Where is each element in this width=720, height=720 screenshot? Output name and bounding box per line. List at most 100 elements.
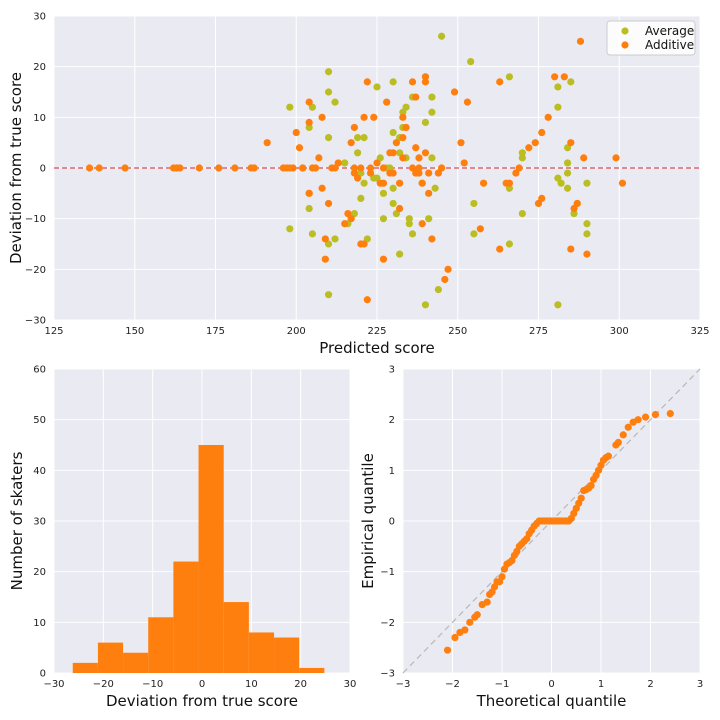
additive-point: [379, 164, 388, 172]
additive-point: [366, 164, 375, 172]
average-point: [357, 194, 365, 202]
y-axis-label: Deviation from true score: [7, 72, 25, 264]
average-point: [431, 184, 439, 192]
average-point: [286, 225, 294, 233]
average-point: [360, 179, 368, 187]
histogram-bar: [123, 652, 149, 673]
additive-point: [576, 37, 585, 45]
histogram-bar: [299, 667, 325, 673]
histogram-bar: [198, 445, 224, 673]
additive-point: [195, 164, 203, 172]
additive-point: [334, 159, 342, 167]
additive-point: [350, 164, 358, 172]
average-point: [360, 134, 368, 142]
x-axis-label: Deviation from true score: [106, 692, 298, 710]
average-point: [354, 149, 362, 157]
additive-point: [305, 118, 313, 126]
y-tick-labels: 0 10 20 30 40 50 60: [33, 365, 46, 680]
additive-point: [412, 93, 420, 101]
average-point: [557, 179, 565, 187]
x-tick-label: 20: [294, 679, 307, 690]
average-point: [570, 210, 578, 218]
additive-point: [389, 169, 397, 177]
additive-point: [551, 73, 559, 81]
additive-point: [315, 154, 323, 162]
x-tick-label: 175: [206, 326, 225, 337]
additive-point: [373, 159, 381, 167]
average-point: [396, 250, 404, 258]
histogram-bar: [97, 642, 124, 673]
average-point: [554, 103, 562, 111]
y-tick-label: 0: [40, 669, 46, 680]
x-tick-label: 10: [245, 679, 258, 690]
additive-point: [85, 164, 94, 172]
legend-label-average: Average: [645, 24, 694, 38]
average-point: [583, 179, 591, 187]
quantile-point: [604, 452, 613, 460]
y-tick-label: 10: [33, 113, 46, 124]
additive-point: [463, 98, 472, 106]
x-tick-label: 3: [697, 679, 703, 690]
additive-point: [421, 149, 430, 157]
quantile-point: [483, 598, 491, 606]
additive-point: [421, 78, 430, 86]
x-tick-label: −10: [142, 679, 163, 690]
quantile-point: [473, 611, 481, 619]
additive-point: [415, 169, 423, 177]
additive-point: [583, 250, 591, 258]
scatter-plot-deviation-vs-predicted: 125 150 175 200 225 250 275 300 325 −30 −20 −10 0 10…: [7, 12, 710, 358]
quantile-point: [498, 573, 506, 581]
additive-point: [525, 144, 533, 152]
quantile-point: [577, 494, 585, 502]
additive-point: [515, 164, 523, 172]
quantile-point: [461, 626, 469, 634]
average-point: [518, 149, 526, 157]
average-point: [554, 83, 562, 91]
additive-point: [450, 88, 459, 96]
histogram-bar: [223, 602, 249, 673]
additive-point: [354, 174, 362, 182]
x-tick-labels: −30 −20 −10 0 10 20 30: [43, 679, 356, 690]
additive-point: [444, 265, 452, 273]
y-tick-label: 2: [389, 415, 395, 426]
additive-point: [305, 189, 313, 197]
x-tick-label: −2: [445, 679, 460, 690]
additive-point: [396, 204, 404, 213]
average-point: [379, 189, 388, 197]
additive-point: [379, 255, 388, 263]
quantile-point: [641, 413, 650, 421]
additive-point: [341, 220, 349, 228]
average-point: [405, 220, 413, 228]
y-tick-label: −1: [380, 567, 395, 578]
additive-point: [425, 169, 433, 177]
additive-point: [415, 164, 423, 172]
x-tick-labels: 125 150 175 200 225 250 275 300 325: [44, 326, 709, 337]
x-tick-label: −30: [43, 679, 64, 690]
x-tick-label: 150: [125, 326, 144, 337]
average-point: [331, 235, 339, 243]
average-point: [305, 123, 313, 132]
y-tick-label: −2: [380, 618, 395, 629]
average-point: [470, 230, 478, 238]
x-axis-label: Theoretical quantile: [476, 692, 627, 710]
additive-point: [531, 139, 539, 147]
average-point: [354, 134, 362, 142]
additive-point: [231, 164, 239, 172]
average-point: [389, 128, 397, 137]
additive-point: [289, 164, 297, 172]
average-point: [563, 169, 572, 177]
x-tick-labels: −3 −2 −1 0 1 2 3: [396, 679, 704, 690]
additive-point: [312, 164, 320, 172]
additive-point: [457, 139, 465, 147]
additive-point: [321, 255, 329, 263]
qq-plot: −3 −2 −1 0 1 2 3 −3 −2 −1 0 1 2 3 Theoretical quanti…: [359, 365, 703, 711]
additive-point: [318, 184, 326, 192]
legend: Average Additive: [606, 20, 696, 56]
additive-point: [176, 164, 184, 172]
histogram-bar: [173, 561, 199, 673]
additive-point: [415, 154, 423, 162]
x-tick-label: 30: [344, 679, 357, 690]
y-tick-label: −30: [25, 316, 46, 327]
additive-point: [418, 220, 426, 228]
